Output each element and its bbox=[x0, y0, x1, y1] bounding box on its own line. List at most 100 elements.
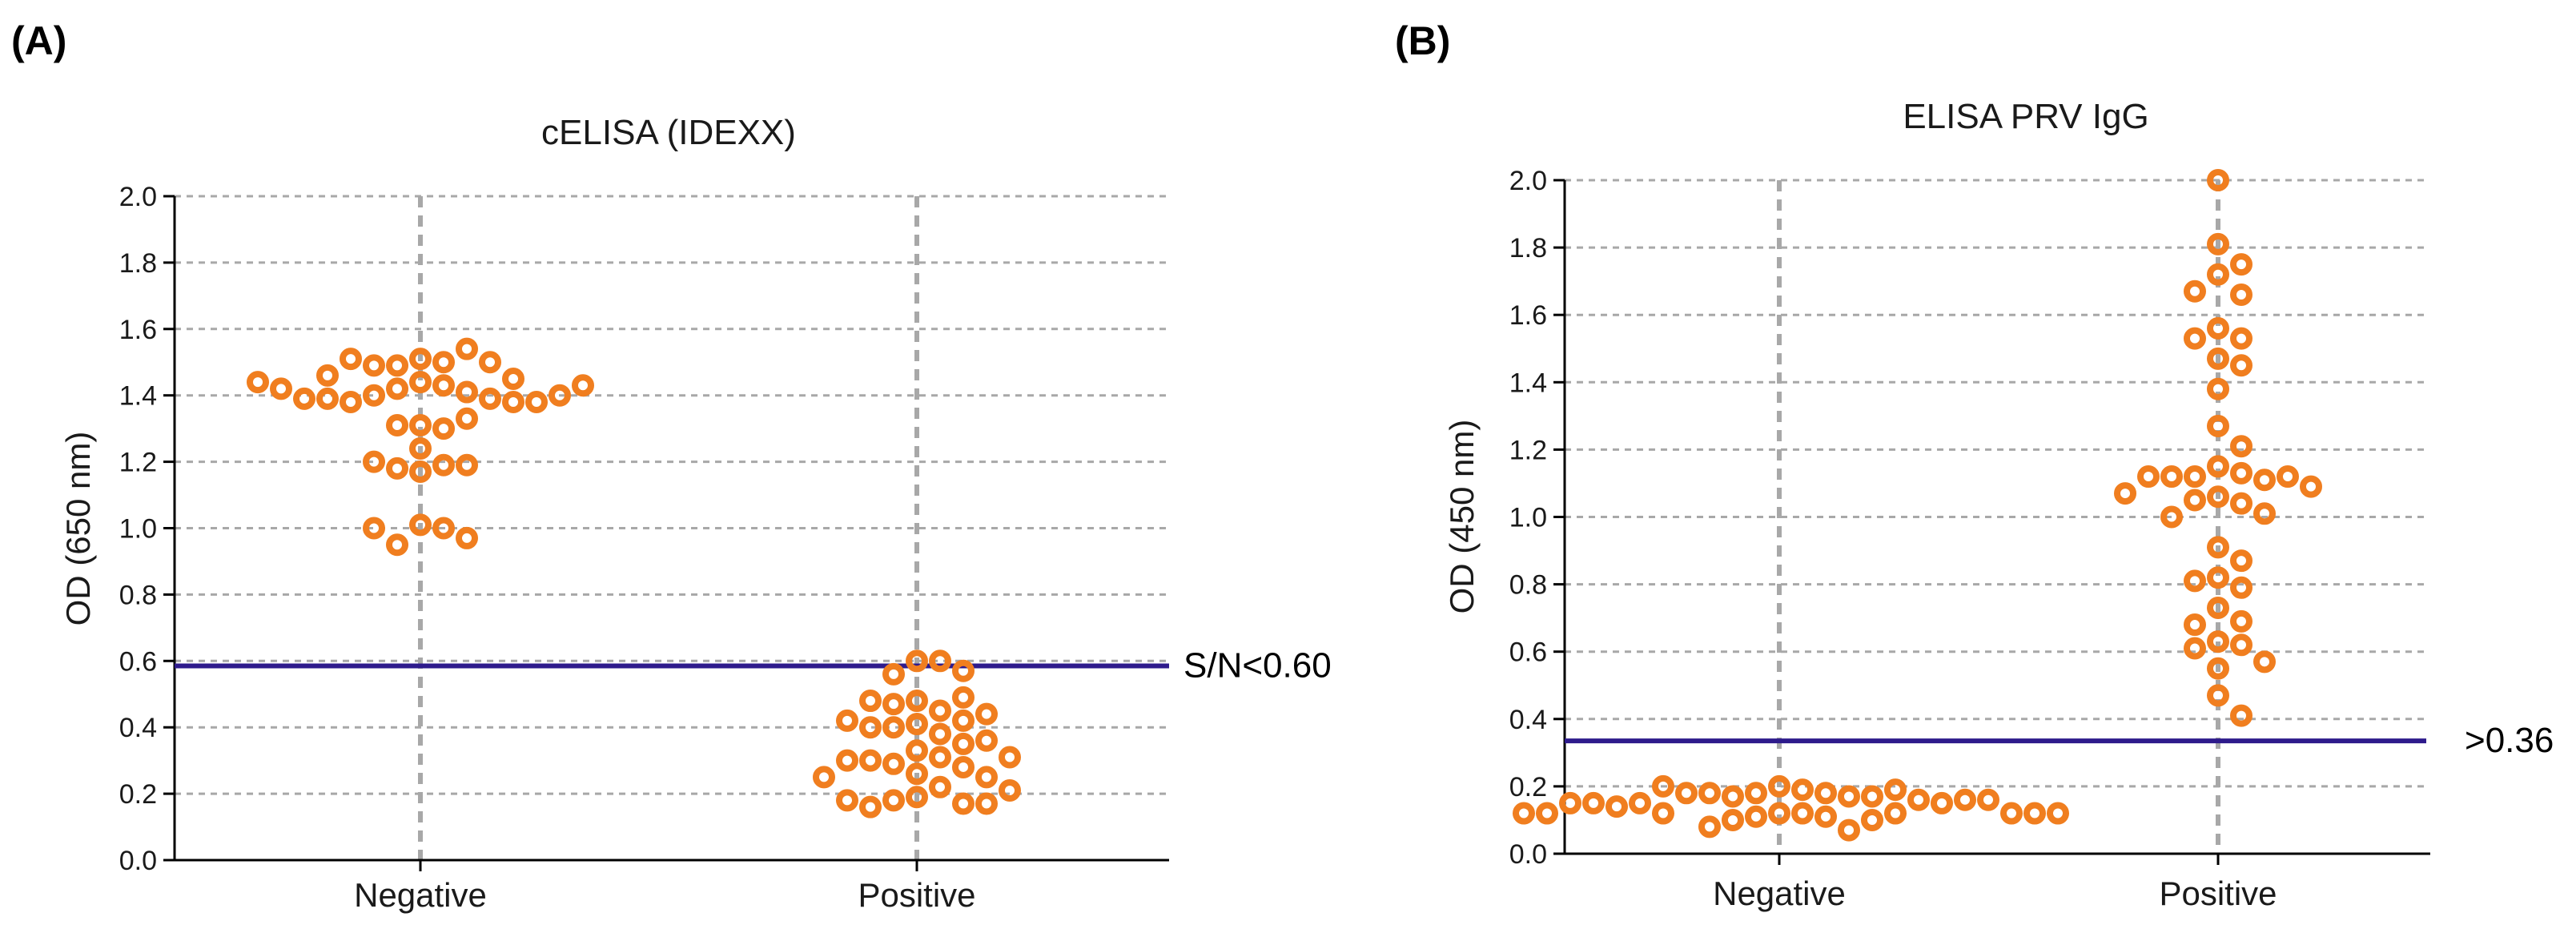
data-point bbox=[1861, 785, 1883, 808]
y-tick-label: 1.2 bbox=[1509, 435, 1547, 465]
panel-b-label: (B) bbox=[1395, 18, 1450, 63]
data-point bbox=[432, 517, 455, 540]
data-point bbox=[1722, 785, 1744, 808]
data-point bbox=[859, 749, 882, 772]
data-point bbox=[813, 766, 835, 789]
chart-a-points bbox=[247, 337, 1021, 818]
chart-b-grid bbox=[1565, 179, 2426, 788]
data-point bbox=[1582, 791, 1605, 814]
y-tick-label: 0.4 bbox=[1509, 705, 1547, 735]
data-point bbox=[882, 752, 905, 775]
data-point bbox=[975, 766, 998, 789]
data-point bbox=[2277, 465, 2299, 489]
data-point bbox=[1977, 788, 1999, 811]
data-point bbox=[929, 649, 951, 673]
data-point bbox=[386, 414, 408, 437]
data-point bbox=[2207, 347, 2229, 370]
data-point bbox=[952, 755, 975, 778]
y-tick-label: 2.0 bbox=[1509, 166, 1547, 196]
data-point bbox=[386, 354, 408, 377]
y-tick-label: 1.6 bbox=[119, 315, 157, 345]
y-tick-label: 0.8 bbox=[119, 580, 157, 610]
data-point bbox=[2230, 633, 2252, 657]
data-point bbox=[859, 795, 882, 818]
chart-a-x-label-positive: Positive bbox=[858, 876, 975, 914]
data-point bbox=[2230, 549, 2252, 573]
y-tick-label: 1.8 bbox=[119, 248, 157, 279]
data-point bbox=[1838, 818, 1860, 842]
data-point bbox=[906, 786, 928, 809]
data-point bbox=[975, 729, 998, 752]
data-point bbox=[1675, 782, 1698, 805]
data-point bbox=[2230, 492, 2252, 515]
data-point bbox=[836, 789, 858, 812]
y-tick-label: 0.0 bbox=[1509, 839, 1547, 870]
data-point bbox=[906, 649, 928, 673]
chart-b-title: ELISA PRV IgG bbox=[1903, 97, 2148, 136]
data-point bbox=[929, 722, 951, 746]
y-tick-label: 0.6 bbox=[1509, 637, 1547, 668]
data-point bbox=[2230, 435, 2252, 458]
data-point bbox=[975, 792, 998, 815]
chart-b-y-label: OD (450 nm) bbox=[1443, 420, 1481, 614]
y-tick-label: 1.2 bbox=[119, 448, 157, 478]
data-point bbox=[929, 746, 951, 769]
data-point bbox=[2230, 283, 2252, 306]
data-point bbox=[270, 377, 292, 400]
data-point bbox=[2207, 536, 2229, 559]
y-tick-label: 1.0 bbox=[119, 514, 157, 545]
data-point bbox=[409, 348, 432, 371]
data-point bbox=[882, 693, 905, 716]
data-point bbox=[456, 337, 478, 360]
chart-a-category-lines bbox=[418, 196, 919, 871]
data-point bbox=[1629, 791, 1651, 814]
data-point bbox=[1698, 782, 1721, 805]
data-point bbox=[2230, 461, 2252, 485]
data-point bbox=[2230, 354, 2252, 377]
chart-a-threshold-label: S/N<0.60 bbox=[1184, 646, 1332, 686]
data-point bbox=[2253, 650, 2276, 674]
data-point bbox=[549, 384, 571, 407]
data-point bbox=[882, 716, 905, 739]
data-point bbox=[409, 437, 432, 460]
chart-a-title: cELISA (IDEXX) bbox=[541, 113, 796, 152]
data-point bbox=[2184, 613, 2206, 637]
data-point bbox=[952, 659, 975, 682]
data-point bbox=[456, 526, 478, 549]
chart-b-category-lines bbox=[1777, 180, 2220, 865]
y-tick-label: 1.4 bbox=[119, 381, 157, 412]
chart-a-y-ticks: 0.0 0.2 0.4 0.6 0.8 1.0 1.2 1.4 1.6 1.8 2.0 bbox=[119, 182, 175, 876]
data-point bbox=[2000, 802, 2023, 825]
data-point bbox=[929, 775, 951, 798]
y-tick-label: 1.0 bbox=[1509, 503, 1547, 533]
y-tick-label: 0.8 bbox=[1509, 570, 1547, 601]
data-point bbox=[386, 377, 408, 400]
data-point bbox=[1954, 788, 1976, 811]
data-point bbox=[2184, 327, 2206, 350]
data-point bbox=[432, 351, 455, 374]
data-point bbox=[1652, 802, 1674, 825]
chart-a-y-label: OD (650 nm) bbox=[59, 432, 97, 626]
data-point bbox=[929, 699, 951, 722]
data-point bbox=[247, 371, 269, 394]
data-point bbox=[2207, 455, 2229, 478]
y-tick-label: 0.6 bbox=[119, 646, 157, 677]
data-point bbox=[2184, 569, 2206, 593]
data-point bbox=[572, 374, 594, 397]
data-point bbox=[975, 702, 998, 726]
data-point bbox=[479, 387, 501, 410]
data-point bbox=[2253, 468, 2276, 492]
data-point bbox=[1814, 805, 1837, 828]
data-point bbox=[952, 732, 975, 755]
data-point bbox=[1559, 791, 1581, 814]
data-point bbox=[2137, 465, 2160, 489]
data-point bbox=[1745, 782, 1767, 805]
data-point bbox=[2207, 684, 2229, 707]
data-point bbox=[502, 367, 524, 390]
data-point bbox=[2230, 704, 2252, 727]
data-point bbox=[1605, 795, 1628, 818]
data-point bbox=[340, 348, 362, 371]
chart-b-x-label-negative: Negative bbox=[1713, 875, 1846, 912]
data-point bbox=[409, 460, 432, 484]
data-point bbox=[479, 351, 501, 374]
